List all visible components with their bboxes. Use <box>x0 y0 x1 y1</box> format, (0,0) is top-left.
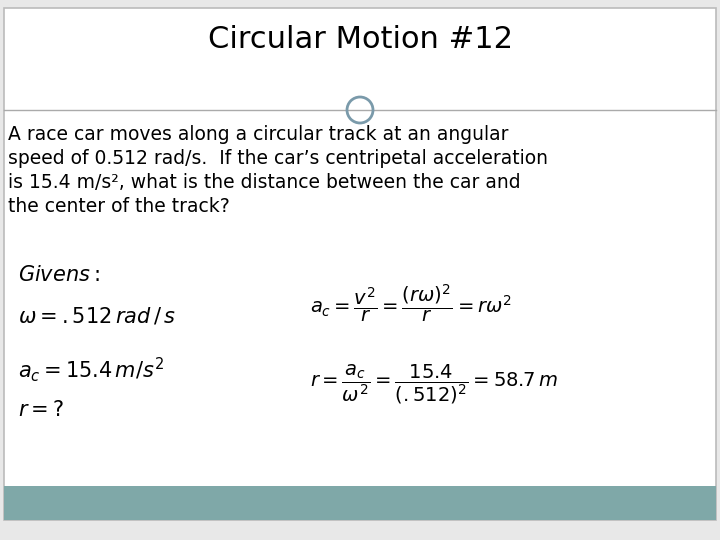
Text: $r = ?$: $r = ?$ <box>18 400 64 420</box>
Text: speed of 0.512 rad/s.  If the car’s centripetal acceleration: speed of 0.512 rad/s. If the car’s centr… <box>8 149 548 168</box>
Text: $a_c = 15.4\,m/s^2$: $a_c = 15.4\,m/s^2$ <box>18 355 164 384</box>
Text: the center of the track?: the center of the track? <box>8 197 230 216</box>
Text: $a_c = \dfrac{v^2}{r} = \dfrac{(r\omega)^2}{r} = r\omega^2$: $a_c = \dfrac{v^2}{r} = \dfrac{(r\omega)… <box>310 282 512 324</box>
Bar <box>4 486 716 520</box>
Text: $r = \dfrac{a_c}{\omega^2} = \dfrac{15.4}{(.512)^2} = 58.7\,m$: $r = \dfrac{a_c}{\omega^2} = \dfrac{15.4… <box>310 362 558 406</box>
Text: $\it{Givens}:$: $\it{Givens}:$ <box>18 265 100 285</box>
Text: $\omega = .512\,rad\,/\,s$: $\omega = .512\,rad\,/\,s$ <box>18 305 176 326</box>
Text: Circular Motion #12: Circular Motion #12 <box>207 25 513 55</box>
Text: A race car moves along a circular track at an angular: A race car moves along a circular track … <box>8 125 508 144</box>
Text: is 15.4 m/s², what is the distance between the car and: is 15.4 m/s², what is the distance betwe… <box>8 173 521 192</box>
